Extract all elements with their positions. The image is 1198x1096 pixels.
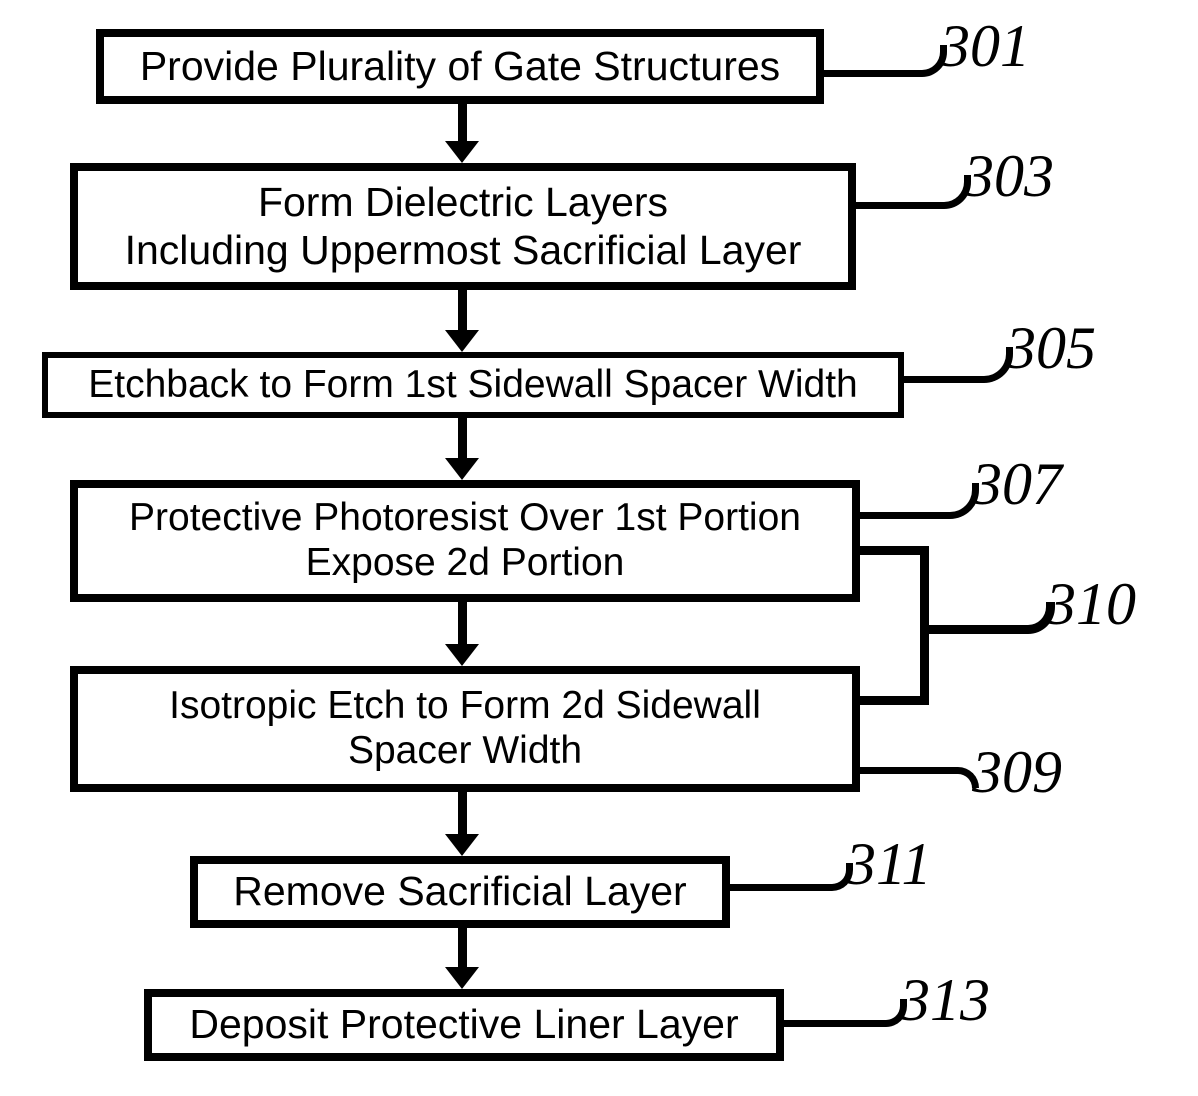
ref-label: 309 bbox=[972, 738, 1062, 807]
flow-step: Isotropic Etch to Form 2d Sidewall Space… bbox=[70, 666, 860, 792]
flow-step: Etchback to Form 1st Sidewall Spacer Wid… bbox=[42, 352, 904, 418]
ref-leader bbox=[784, 999, 907, 1027]
flow-step: Protective Photoresist Over 1st Portion … bbox=[70, 480, 860, 602]
flow-arrow-stem bbox=[458, 290, 467, 330]
ref-label: 313 bbox=[900, 966, 990, 1035]
ref-label: 310 bbox=[1046, 570, 1136, 639]
loop-connector-top bbox=[860, 546, 929, 555]
flow-arrow-head bbox=[445, 330, 479, 352]
flow-arrow-stem bbox=[458, 928, 467, 967]
flow-arrow-stem bbox=[458, 104, 467, 141]
ref-label: 305 bbox=[1006, 314, 1096, 383]
ref-label: 303 bbox=[964, 142, 1054, 211]
ref-leader bbox=[860, 767, 979, 788]
flow-step: Remove Sacrificial Layer bbox=[190, 856, 730, 928]
flow-arrow-head bbox=[445, 458, 479, 480]
loop-connector-bottom bbox=[860, 696, 929, 705]
flow-step: Provide Plurality of Gate Structures bbox=[96, 29, 824, 104]
flow-arrow-head bbox=[445, 644, 479, 666]
flow-arrow-head bbox=[445, 967, 479, 989]
ref-label: 307 bbox=[972, 450, 1062, 519]
ref-leader bbox=[730, 863, 853, 891]
flow-arrow-head bbox=[445, 141, 479, 163]
flow-step: Form Dielectric Layers Including Uppermo… bbox=[70, 163, 856, 290]
ref-leader bbox=[904, 347, 1013, 383]
ref-leader bbox=[824, 45, 947, 77]
ref-label: 301 bbox=[940, 12, 1030, 81]
flow-arrow-stem bbox=[458, 602, 467, 644]
flow-arrow-head bbox=[445, 834, 479, 856]
flow-step: Deposit Protective Liner Layer bbox=[144, 989, 784, 1061]
ref-leader bbox=[920, 602, 1055, 634]
ref-leader bbox=[856, 175, 971, 209]
flow-arrow-stem bbox=[458, 792, 467, 834]
ref-leader bbox=[860, 483, 979, 519]
flow-arrow-stem bbox=[458, 418, 467, 458]
ref-label: 311 bbox=[846, 830, 932, 899]
